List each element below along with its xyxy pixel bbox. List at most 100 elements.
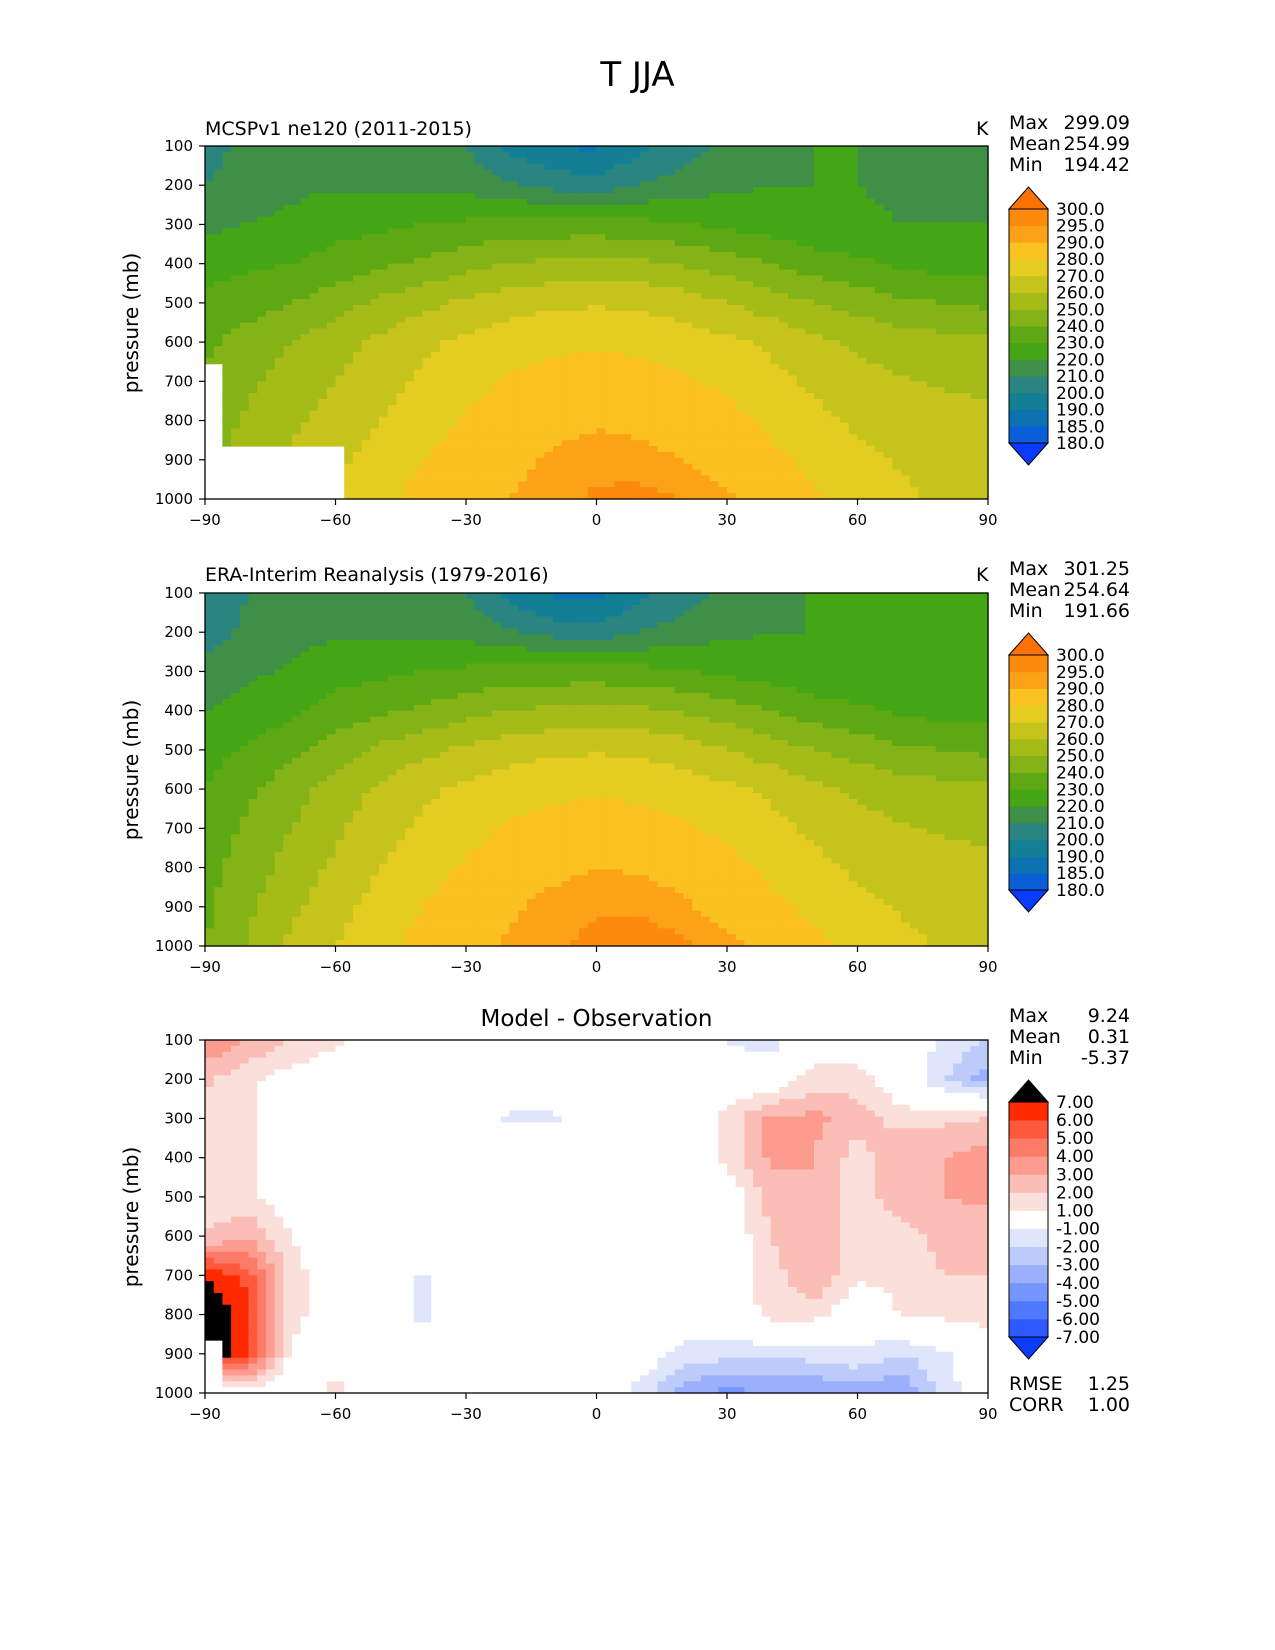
panel-1-cell (283, 346, 293, 353)
panel-1-cell (274, 422, 284, 429)
panel-1-cell (709, 169, 719, 177)
panel-1-cell (500, 298, 511, 306)
panel-1-cell (318, 346, 328, 353)
panel-1-cell (892, 298, 902, 306)
panel-1-cell (770, 363, 780, 371)
panel-1-cell (248, 440, 258, 447)
panel-1-cell (727, 440, 737, 447)
panel-1-cell (848, 193, 859, 200)
panel-1-cell (874, 369, 885, 377)
panel-1-cell (492, 157, 502, 165)
panel-1-cell (535, 463, 545, 471)
panel-1-cell (674, 328, 685, 335)
panel-1-cell (483, 163, 493, 171)
panel-1-cell (831, 204, 841, 212)
panel-1-cell (474, 457, 484, 465)
panel-1-cell (265, 251, 276, 259)
panel-1-cell (518, 198, 528, 206)
panel-1-cell (822, 169, 832, 177)
panel-1-cell (927, 375, 937, 382)
panel-1-cell (274, 222, 284, 229)
panel-1-cell (587, 304, 598, 312)
panel-1-cell (352, 298, 363, 306)
panel-1-cell (257, 222, 267, 229)
panel-1-cell (587, 316, 598, 324)
panel-1-cell (735, 293, 745, 300)
panel-1-cell (379, 222, 389, 229)
panel-1-cell (439, 475, 450, 482)
panel-1-cell (700, 387, 711, 394)
panel-1-cell (927, 463, 937, 471)
panel-1-cell (466, 328, 476, 335)
panel-1-cell (892, 334, 902, 341)
panel-1-cell (613, 463, 624, 471)
panel-1-cell (805, 304, 815, 312)
panel-1-cell (379, 463, 389, 471)
panel-1-cell (213, 146, 223, 153)
panel-1-cell (874, 257, 885, 265)
panel-1-cell (492, 434, 502, 441)
panel-1-cell (318, 198, 328, 206)
panel-1-cell (231, 363, 241, 371)
panel-1-cell (396, 210, 406, 218)
panel-1-cell (718, 175, 728, 182)
panel-1-cell (492, 234, 502, 241)
panel-1-cell (439, 363, 450, 371)
panel-1-cell (761, 416, 772, 424)
panel-1-cell (727, 175, 737, 182)
panel-1-cell (753, 451, 763, 459)
panel-1-cell (526, 269, 537, 277)
panel-1-cell (500, 269, 511, 277)
panel-1-cell (883, 340, 893, 347)
panel-1-cell (718, 204, 728, 212)
panel-1-cell (622, 151, 632, 159)
panel-1-cell (352, 293, 363, 300)
panel-1-cell (831, 287, 841, 294)
panel-1-cell (700, 469, 711, 477)
panel-1-cell (613, 298, 624, 306)
panel-1-cell (979, 457, 989, 465)
panel-1-cell (901, 275, 911, 282)
panel-1-cell (379, 475, 389, 482)
panel-1-cell (631, 446, 641, 453)
panel-1-cell (822, 346, 832, 353)
panel-1-cell (613, 234, 624, 241)
panel-1-cell (796, 428, 806, 435)
panel-1-cell (561, 334, 571, 341)
panel-1-cell (848, 428, 859, 435)
panel-1-cell (544, 475, 554, 482)
panel-1-cell (970, 346, 980, 353)
panel-1-cell (492, 387, 502, 394)
panel-1-cell (579, 393, 589, 400)
panel-1-cell (883, 275, 893, 282)
panel-1-cell (979, 381, 989, 388)
panel-1-cell (657, 393, 667, 400)
panel-1-cell (666, 181, 676, 188)
panel-1-cell (352, 257, 363, 265)
panel-1-cell (509, 263, 519, 271)
panel-1-cell (640, 387, 650, 394)
panel-1-cell (979, 404, 989, 412)
panel-1-cell (422, 357, 432, 365)
panel-1-cell (561, 228, 571, 235)
panel-1-cell (814, 375, 824, 382)
panel-1-cell (935, 428, 946, 435)
panel-1-cell (318, 216, 328, 224)
panel-1-cell (735, 169, 745, 177)
panel-1-cell (657, 198, 667, 206)
panel-1-cell (500, 357, 511, 365)
panel-1-cell (274, 146, 284, 153)
panel-1-cell (692, 346, 702, 353)
panel-1-cell (866, 269, 876, 277)
panel-1-cell (283, 275, 293, 282)
panel-1-cell (474, 269, 484, 277)
panel-1-cell (692, 340, 702, 347)
panel-1-cell (509, 457, 519, 465)
panel-1-cell (735, 210, 745, 218)
panel-1-cell (822, 287, 832, 294)
panel-1-cell (753, 304, 763, 312)
panel-1-cell (474, 151, 484, 159)
panel-1-cell (674, 187, 685, 194)
panel-1-cell (718, 181, 728, 188)
panel-1-cell (283, 422, 293, 429)
